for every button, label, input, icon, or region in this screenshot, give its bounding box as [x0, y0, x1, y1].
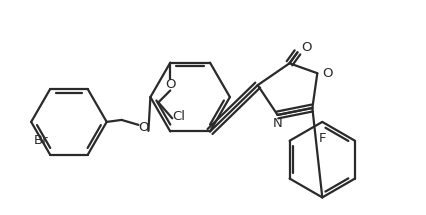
Text: O: O [165, 78, 176, 91]
Text: O: O [322, 67, 333, 80]
Text: O: O [138, 121, 149, 134]
Text: Cl: Cl [172, 110, 185, 123]
Text: O: O [302, 41, 312, 54]
Text: N: N [273, 117, 282, 130]
Text: Br: Br [34, 134, 48, 147]
Text: F: F [319, 132, 326, 145]
